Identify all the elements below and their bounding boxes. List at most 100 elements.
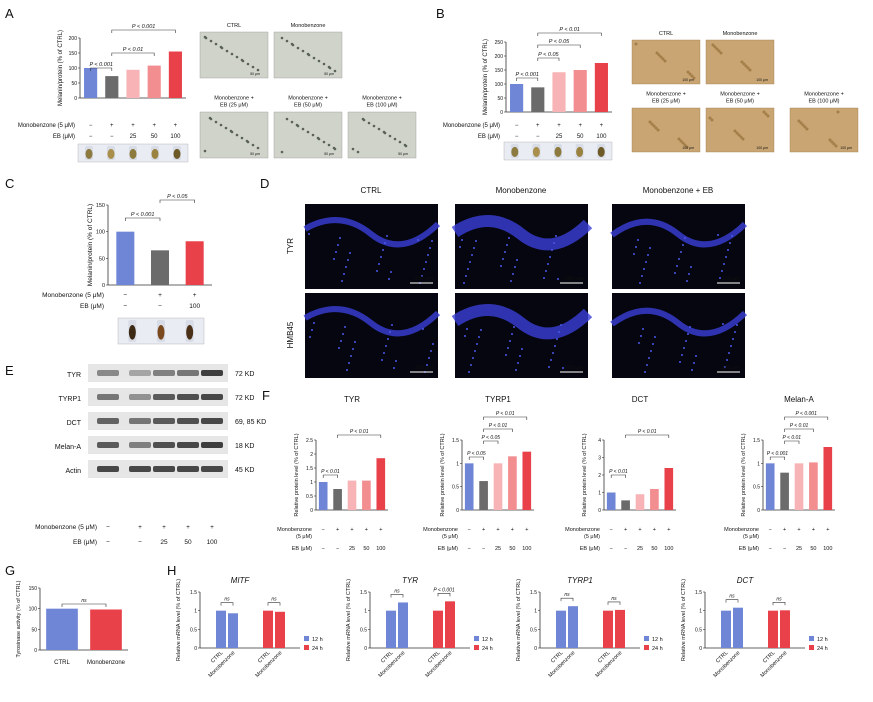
sign-monobenzone: + [653, 527, 656, 533]
tube-pellet [576, 146, 584, 157]
nucleus [339, 237, 341, 239]
p-value-label: P < 0.001 [796, 411, 818, 417]
nucleus [682, 244, 684, 246]
cell-dot [204, 36, 208, 40]
bar [733, 607, 743, 648]
y-tick-label: 0 [500, 110, 503, 116]
nucleus [642, 328, 644, 330]
scale-bar-label: 50 μm [398, 152, 408, 156]
nucleus [344, 326, 346, 328]
nucleus [647, 254, 649, 256]
cell-dot [306, 130, 310, 134]
cell-dot [333, 69, 337, 73]
sign-monobenzone: + [797, 527, 800, 533]
nucleus [341, 280, 343, 282]
nucleus [732, 338, 734, 340]
significance-bracket [610, 474, 626, 478]
bar [116, 231, 135, 285]
nucleus [478, 336, 480, 338]
nucleus [727, 249, 729, 251]
cell-dot [220, 46, 224, 50]
sign-monobenzone: + [600, 123, 604, 129]
bar [809, 462, 818, 510]
p-value-label: P < 0.001 [89, 62, 113, 68]
nucleus [425, 261, 427, 263]
cell-dot [225, 49, 229, 53]
p-value-label: P < 0.05 [549, 39, 570, 45]
nucleus [376, 270, 378, 272]
cell-dot [290, 120, 294, 124]
y-tick-label: 150 [69, 51, 78, 57]
p-value-label: P < 0.05 [467, 451, 486, 457]
significance-bracket [322, 474, 338, 478]
value-eb: 25 [796, 546, 802, 552]
row-label-eb: EB (μM) [80, 303, 104, 310]
blot-band [177, 418, 199, 424]
row-label-eb: EB (μM) [292, 546, 312, 552]
tube-pellet [597, 146, 605, 157]
scale-bar-label: 100 μm [722, 365, 741, 371]
cell-dot [803, 125, 807, 129]
nucleus [390, 271, 392, 273]
scale-bar-label: 50 μm [250, 152, 260, 156]
y-tick-label: 3 [598, 456, 601, 462]
panel-f-chart: TYRP1 0 0.5 1 1.5 Relative protein level (% o… [423, 395, 534, 552]
nucleus [719, 277, 721, 279]
sign-monobenzone: + [174, 123, 178, 129]
blot-band [97, 442, 119, 448]
value-eb: − [610, 546, 613, 552]
nucleus [695, 355, 697, 357]
nucleus [426, 364, 428, 366]
y-tick-label: 0.5 [753, 485, 760, 491]
value-eb: − [123, 303, 127, 310]
nucleus [387, 338, 389, 340]
row-label-monobenzone: Monobenzone (5 μM) [18, 123, 75, 129]
sign-monobenzone: + [152, 123, 156, 129]
row-label-eb: EB (μM) [478, 134, 500, 140]
value-eb: − [468, 546, 471, 552]
blot-kd-label: 18 KD [235, 443, 254, 450]
nucleus [380, 256, 382, 258]
nucleus [640, 335, 642, 337]
bar [780, 472, 789, 510]
row-label-monobenzone: Monobenzone (5 μM) [443, 123, 500, 129]
nucleus [683, 347, 685, 349]
nucleus [726, 359, 728, 361]
y-tick-label: 1 [194, 609, 197, 615]
row-label-eb: EB (μM) [73, 539, 97, 546]
cell-dot [251, 143, 255, 147]
blot-protein-label: TYR [67, 372, 81, 379]
value-eb: 25 [637, 546, 643, 552]
cell-dot [311, 133, 315, 137]
nucleus [507, 347, 509, 349]
cell-dot [799, 121, 803, 125]
significance-bracket [772, 601, 786, 606]
nucleus [508, 237, 510, 239]
cell-dot [733, 129, 737, 133]
panel-h-chart: DCT 0 0.5 1 1.5 Relative mRNA level (% of CTR… [681, 576, 828, 679]
significance-bracket [607, 601, 621, 605]
nucleus [510, 280, 512, 282]
blot-band [153, 418, 175, 424]
chart-title: TYR [402, 576, 418, 585]
nucleus [382, 249, 384, 251]
y-tick-label: 0 [74, 96, 77, 102]
value-eb: 50 [509, 546, 515, 552]
value-eb: 100 [823, 546, 832, 552]
cell-dot [663, 59, 667, 63]
significance-bracket [537, 57, 560, 61]
nucleus [554, 345, 556, 347]
cell-dot [241, 59, 245, 63]
cell-dot [291, 43, 295, 47]
value-eb: − [482, 546, 485, 552]
nucleus [649, 247, 651, 249]
nucleus [558, 331, 560, 333]
bar [493, 463, 503, 510]
nucleus [513, 326, 515, 328]
bar [333, 489, 342, 510]
nucleus [674, 272, 676, 274]
sign-monobenzone: + [511, 527, 514, 533]
blot-band [97, 466, 119, 472]
y-tick-label: 0.5 [452, 485, 459, 491]
y-tick-label: 0 [194, 646, 197, 652]
